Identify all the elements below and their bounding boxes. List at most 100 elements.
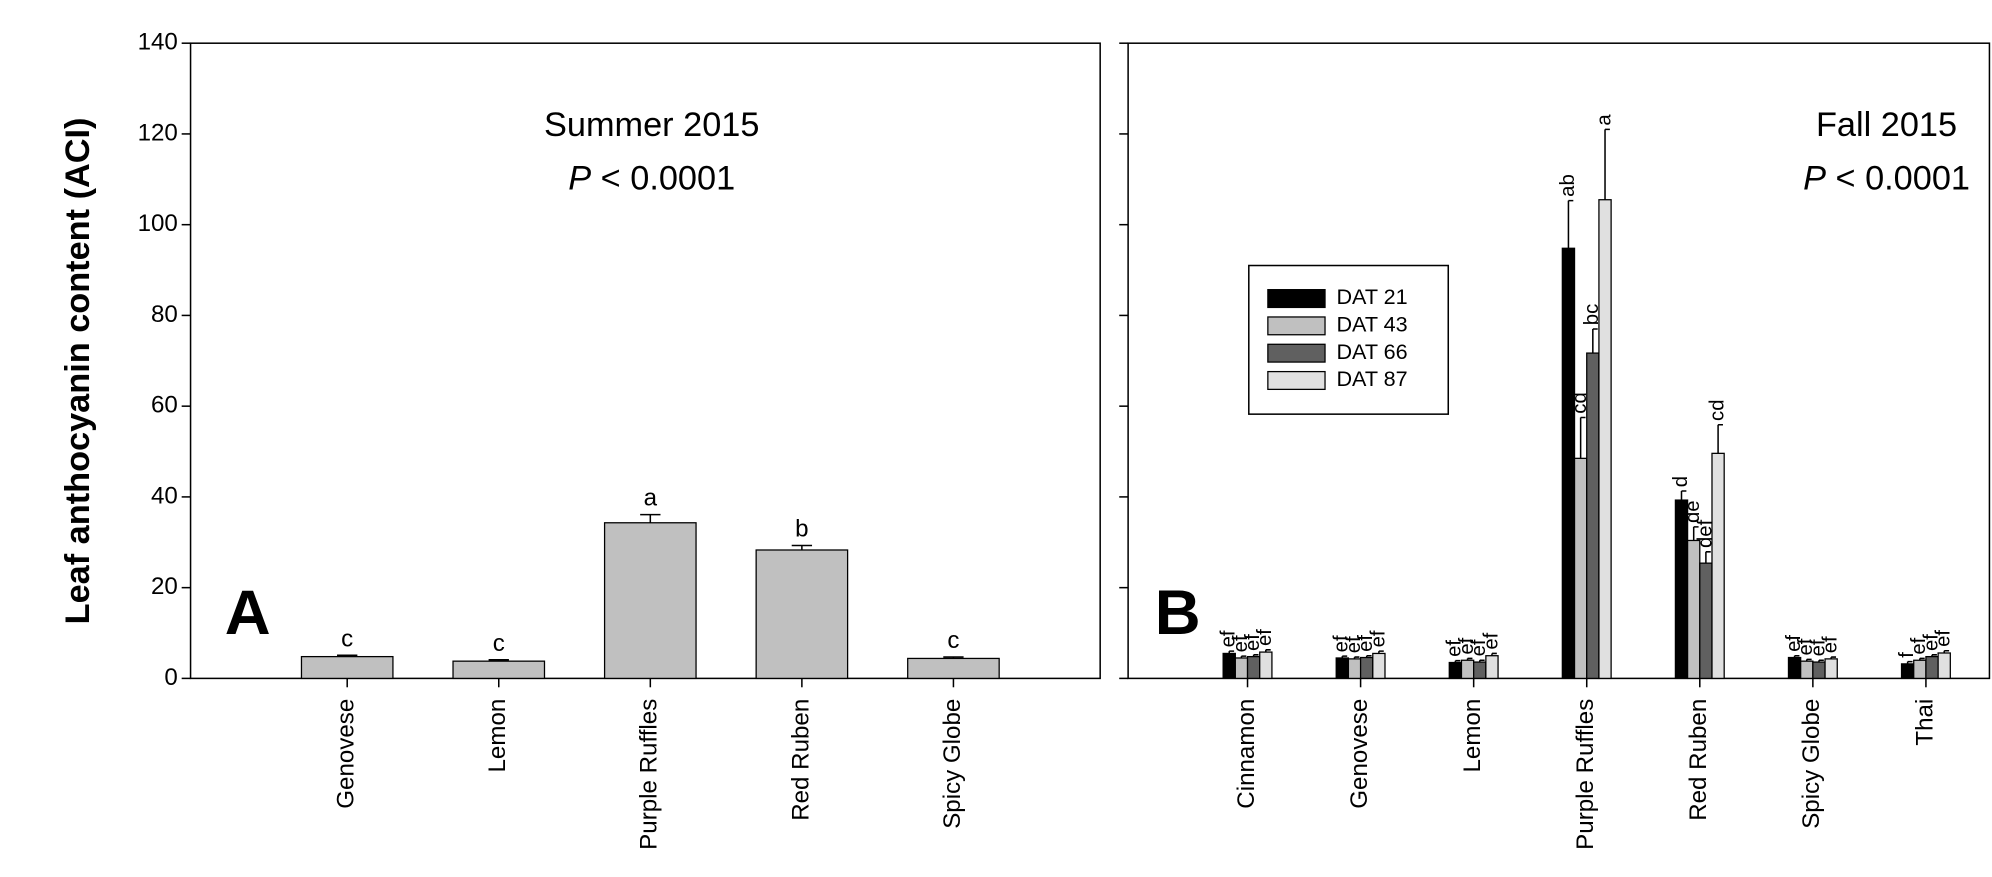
significance-letter: ef: [1355, 635, 1377, 652]
error-bar: [1692, 526, 1699, 541]
bar: [1561, 247, 1576, 680]
bar: [1234, 657, 1249, 680]
error-bar: [1228, 650, 1235, 654]
bar: [1699, 562, 1713, 680]
error-bar: [791, 544, 813, 550]
y-tick-label: 60: [151, 392, 178, 419]
error-bar: [943, 656, 964, 659]
significance-letter: c: [493, 630, 505, 657]
legend-swatch: [1267, 316, 1326, 336]
significance-letter: ef: [1230, 635, 1252, 652]
bar: [1913, 659, 1927, 680]
significance-letter: ef: [1218, 630, 1240, 647]
significance-letter: ef: [1343, 636, 1365, 653]
significance-letter: ef: [1908, 637, 1930, 654]
bar: [452, 660, 546, 680]
significance-letter: ef: [1795, 638, 1817, 655]
panel-title: Fall 2015: [1816, 106, 1957, 144]
error-bar: [1579, 416, 1586, 459]
y-tick-label: 140: [138, 29, 178, 56]
legend-label: DAT 87: [1336, 366, 1407, 391]
significance-letter: ef: [1933, 630, 1955, 647]
significance-letter: a: [644, 485, 658, 512]
y-tick-label: 120: [138, 119, 178, 146]
bar: [1460, 659, 1475, 680]
bar: [300, 655, 394, 680]
error-bar: [1793, 654, 1800, 658]
y-axis-label: Leaf anthocyanin content (ACI): [59, 118, 97, 625]
y-tick-label: 20: [151, 573, 178, 600]
bar: [1674, 499, 1689, 680]
error-bar: [640, 513, 661, 523]
legend-swatch: [1267, 343, 1326, 363]
error-bar: [1592, 328, 1598, 354]
plot-frame: [1127, 42, 1991, 680]
error-bar: [337, 654, 358, 657]
error-bar: [1604, 128, 1610, 200]
significance-letter: def: [1694, 519, 1716, 548]
x-tick-label: Lemon: [484, 699, 511, 773]
x-tick-label: Spicy Globe: [1798, 699, 1825, 829]
error-bar: [1265, 649, 1271, 653]
significance-letter: ef: [1367, 630, 1389, 647]
error-bar: [1353, 656, 1360, 659]
significance-letter: ef: [1468, 639, 1490, 656]
bar: [907, 657, 1000, 680]
x-tick-label: Cinnamon: [1233, 699, 1260, 809]
error-bar: [1943, 649, 1950, 653]
error-bar: [1919, 657, 1925, 661]
significance-letter: d: [1670, 476, 1692, 487]
error-bar: [1341, 655, 1348, 658]
significance-letter: ef: [1456, 637, 1478, 654]
bar: [1485, 655, 1499, 680]
x-tick-label: Genovese: [1346, 699, 1373, 809]
significance-letter: de: [1682, 500, 1704, 523]
significance-letter: ef: [1480, 632, 1502, 649]
bar: [1586, 352, 1600, 680]
y-tick-label: 80: [151, 301, 178, 328]
bar: [1222, 652, 1236, 680]
legend-swatch: [1267, 370, 1326, 391]
y-tick-label: 0: [164, 664, 177, 691]
bar: [1937, 652, 1951, 680]
significance-letter: ef: [1254, 629, 1276, 646]
bar: [1359, 656, 1374, 680]
bar: [1787, 656, 1802, 680]
error-bar: [1378, 650, 1384, 654]
panel-stat: P < 0.0001: [568, 159, 735, 197]
error-bar: [488, 659, 509, 662]
y-tick-label: 40: [151, 482, 178, 509]
bar: [1900, 663, 1915, 680]
significance-letter: b: [795, 516, 808, 543]
significance-letter: ef: [1242, 634, 1264, 651]
legend-label: DAT 21: [1336, 284, 1407, 309]
significance-letter: a: [1593, 114, 1615, 126]
bar: [755, 549, 849, 680]
bar: [1473, 661, 1487, 680]
error-bar: [1466, 657, 1473, 661]
bar: [1800, 660, 1814, 680]
significance-letter: cd: [1706, 400, 1728, 421]
error-bar: [1478, 659, 1485, 663]
significance-letter: bc: [1581, 304, 1603, 325]
bar: [1573, 457, 1588, 680]
x-tick-label: Spicy Globe: [939, 699, 966, 829]
error-bar: [1931, 654, 1937, 657]
x-tick-label: Genovese: [333, 699, 360, 809]
legend-swatch: [1267, 289, 1326, 309]
x-tick-label: Purple Ruffles: [636, 699, 663, 850]
significance-letter: ef: [1331, 635, 1353, 652]
x-tick-label: Red Ruben: [787, 699, 814, 821]
error-bar: [1906, 660, 1913, 664]
panel-letter: A: [225, 577, 271, 648]
bar: [1347, 658, 1362, 680]
error-bar: [1680, 490, 1687, 501]
bar: [1372, 652, 1386, 680]
error-bar: [1491, 652, 1497, 656]
figure-body: 0 20 40 60 80 100 120 140 Leaf anthocyanin conte…: [59, 29, 1991, 850]
bar: [1598, 199, 1612, 680]
error-bar: [1818, 659, 1824, 663]
bar: [603, 522, 697, 680]
bar: [1448, 661, 1463, 680]
